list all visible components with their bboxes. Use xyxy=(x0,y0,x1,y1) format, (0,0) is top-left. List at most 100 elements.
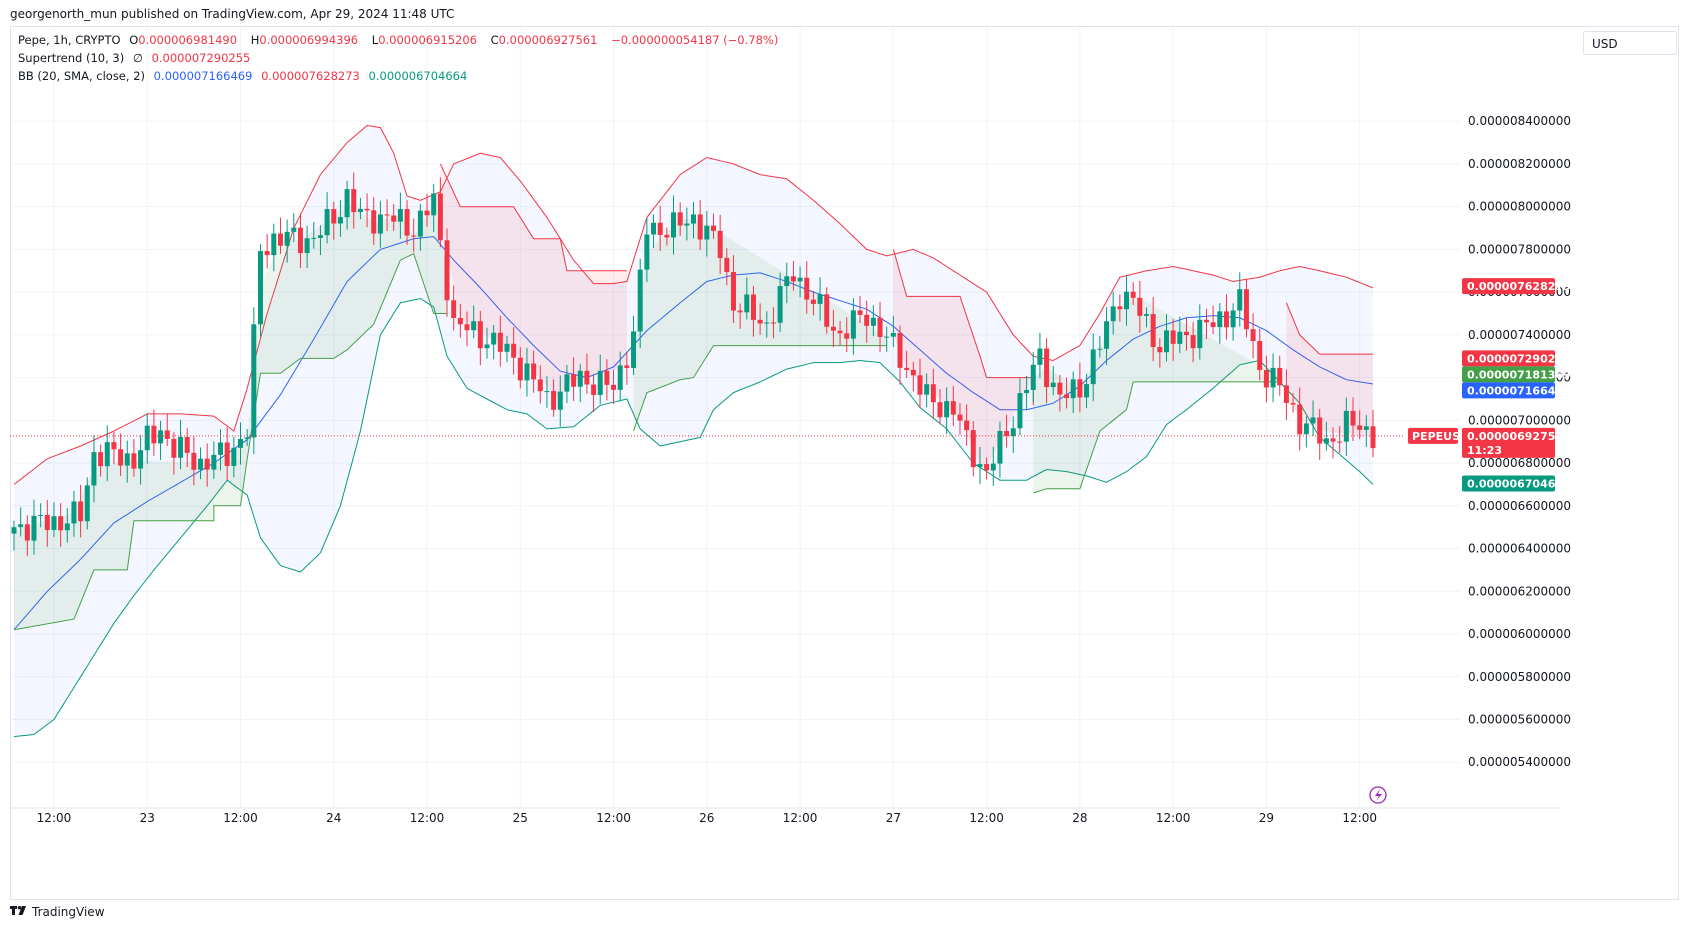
candle-body xyxy=(810,299,816,304)
candle xyxy=(1283,369,1289,421)
candle-body xyxy=(890,332,896,337)
legend-ohlc[interactable]: Pepe, 1h, CRYPTO O0.000006981490 H0.0000… xyxy=(18,33,783,47)
candle xyxy=(1124,275,1130,326)
y-tick-label: 0.000006600000 xyxy=(1468,499,1571,513)
candle xyxy=(297,213,303,268)
footer-brand[interactable]: TradingView xyxy=(10,905,105,919)
candle-body xyxy=(777,286,783,323)
candle xyxy=(990,446,996,486)
candle-body xyxy=(1317,417,1323,444)
candle xyxy=(644,217,650,282)
candle-body xyxy=(1104,321,1110,349)
candle xyxy=(884,326,890,352)
supertrend-label: Supertrend (10, 3) xyxy=(18,51,125,65)
candle xyxy=(564,365,570,404)
price-tag: 0.000007166469 xyxy=(1462,382,1571,399)
candle-body xyxy=(864,314,870,326)
supertrend-line-up xyxy=(633,345,887,432)
candle xyxy=(1223,294,1229,340)
candle xyxy=(1230,303,1236,341)
candle-body xyxy=(1283,385,1289,403)
candle xyxy=(1330,427,1336,459)
candle-body xyxy=(317,235,323,238)
y-tick-label: 0.000006200000 xyxy=(1468,584,1571,598)
candle xyxy=(1104,307,1110,365)
candle-body xyxy=(144,425,150,451)
candle-body xyxy=(51,516,57,530)
x-tick-label: 26 xyxy=(699,811,714,825)
candle-body xyxy=(58,516,64,531)
supertrend-value: 0.000007290255 xyxy=(151,51,251,65)
bb-upper-line xyxy=(13,124,1374,485)
candle xyxy=(557,375,563,427)
candle xyxy=(324,192,330,244)
price-tag-box xyxy=(1462,382,1555,399)
bb-lower-line xyxy=(13,297,1374,738)
candle-body xyxy=(957,414,963,421)
candle-body xyxy=(677,212,683,226)
candle xyxy=(631,315,637,375)
candle xyxy=(51,502,57,537)
candle-body xyxy=(1257,341,1263,371)
publish-header: georgenorth_mun published on TradingView… xyxy=(10,7,455,21)
candle-body xyxy=(231,447,237,466)
candle xyxy=(1237,272,1243,327)
candle-body xyxy=(464,324,470,331)
candle-body xyxy=(357,208,363,213)
candle-body xyxy=(577,370,583,387)
candle-body xyxy=(1004,431,1010,437)
candle-body xyxy=(1370,426,1376,449)
supertrend-fill-down xyxy=(1286,302,1373,438)
candle xyxy=(38,503,44,528)
price-tag: 0.000007290255 xyxy=(1462,350,1571,367)
price-tag-value: 0.000007181369 xyxy=(1467,368,1571,381)
candle-body xyxy=(311,237,317,239)
candle xyxy=(178,419,184,470)
candle xyxy=(917,358,923,408)
candle xyxy=(1097,336,1103,358)
candle xyxy=(1183,318,1189,351)
x-tick-label: 12:00 xyxy=(1156,811,1191,825)
legend-change: −0.000000054187 (−0.78%) xyxy=(611,33,779,47)
candle xyxy=(11,520,17,551)
candle xyxy=(1017,378,1023,436)
candle-body xyxy=(664,234,670,238)
candle-body xyxy=(1350,410,1356,426)
candle-body xyxy=(651,222,657,235)
candle xyxy=(597,354,603,405)
candle xyxy=(664,227,670,246)
candle xyxy=(1323,421,1329,451)
candle-body xyxy=(1323,438,1329,444)
candle-body xyxy=(1130,291,1136,298)
candle-body xyxy=(171,438,177,458)
candle-body xyxy=(631,331,637,368)
candle-body xyxy=(691,214,696,224)
supertrend-line-up xyxy=(1033,381,1280,494)
candle xyxy=(211,441,217,479)
candle xyxy=(684,207,690,241)
candle xyxy=(377,200,383,248)
candle-body xyxy=(797,277,803,282)
candle-body xyxy=(497,332,503,352)
candle xyxy=(797,266,803,298)
legend-bollinger[interactable]: BB (20, SMA, close, 2) 0.000007166469 0.… xyxy=(18,69,472,83)
candle xyxy=(371,197,377,245)
candle xyxy=(1290,393,1296,413)
candle-body xyxy=(1137,297,1143,316)
candle-body xyxy=(744,294,750,313)
currency-selector[interactable]: USD xyxy=(1583,31,1677,55)
candle xyxy=(158,420,164,460)
candle xyxy=(1263,355,1269,403)
supertrend-fill-up xyxy=(14,203,448,630)
candle xyxy=(111,431,117,465)
candle-body xyxy=(471,321,477,331)
candle xyxy=(671,195,677,255)
candle xyxy=(551,379,557,417)
candle xyxy=(804,261,810,314)
legend-supertrend[interactable]: Supertrend (10, 3) ∅ 0.000007290255 xyxy=(18,51,255,65)
candle xyxy=(404,200,410,245)
candle xyxy=(1004,414,1010,448)
candle-body xyxy=(1363,426,1369,430)
